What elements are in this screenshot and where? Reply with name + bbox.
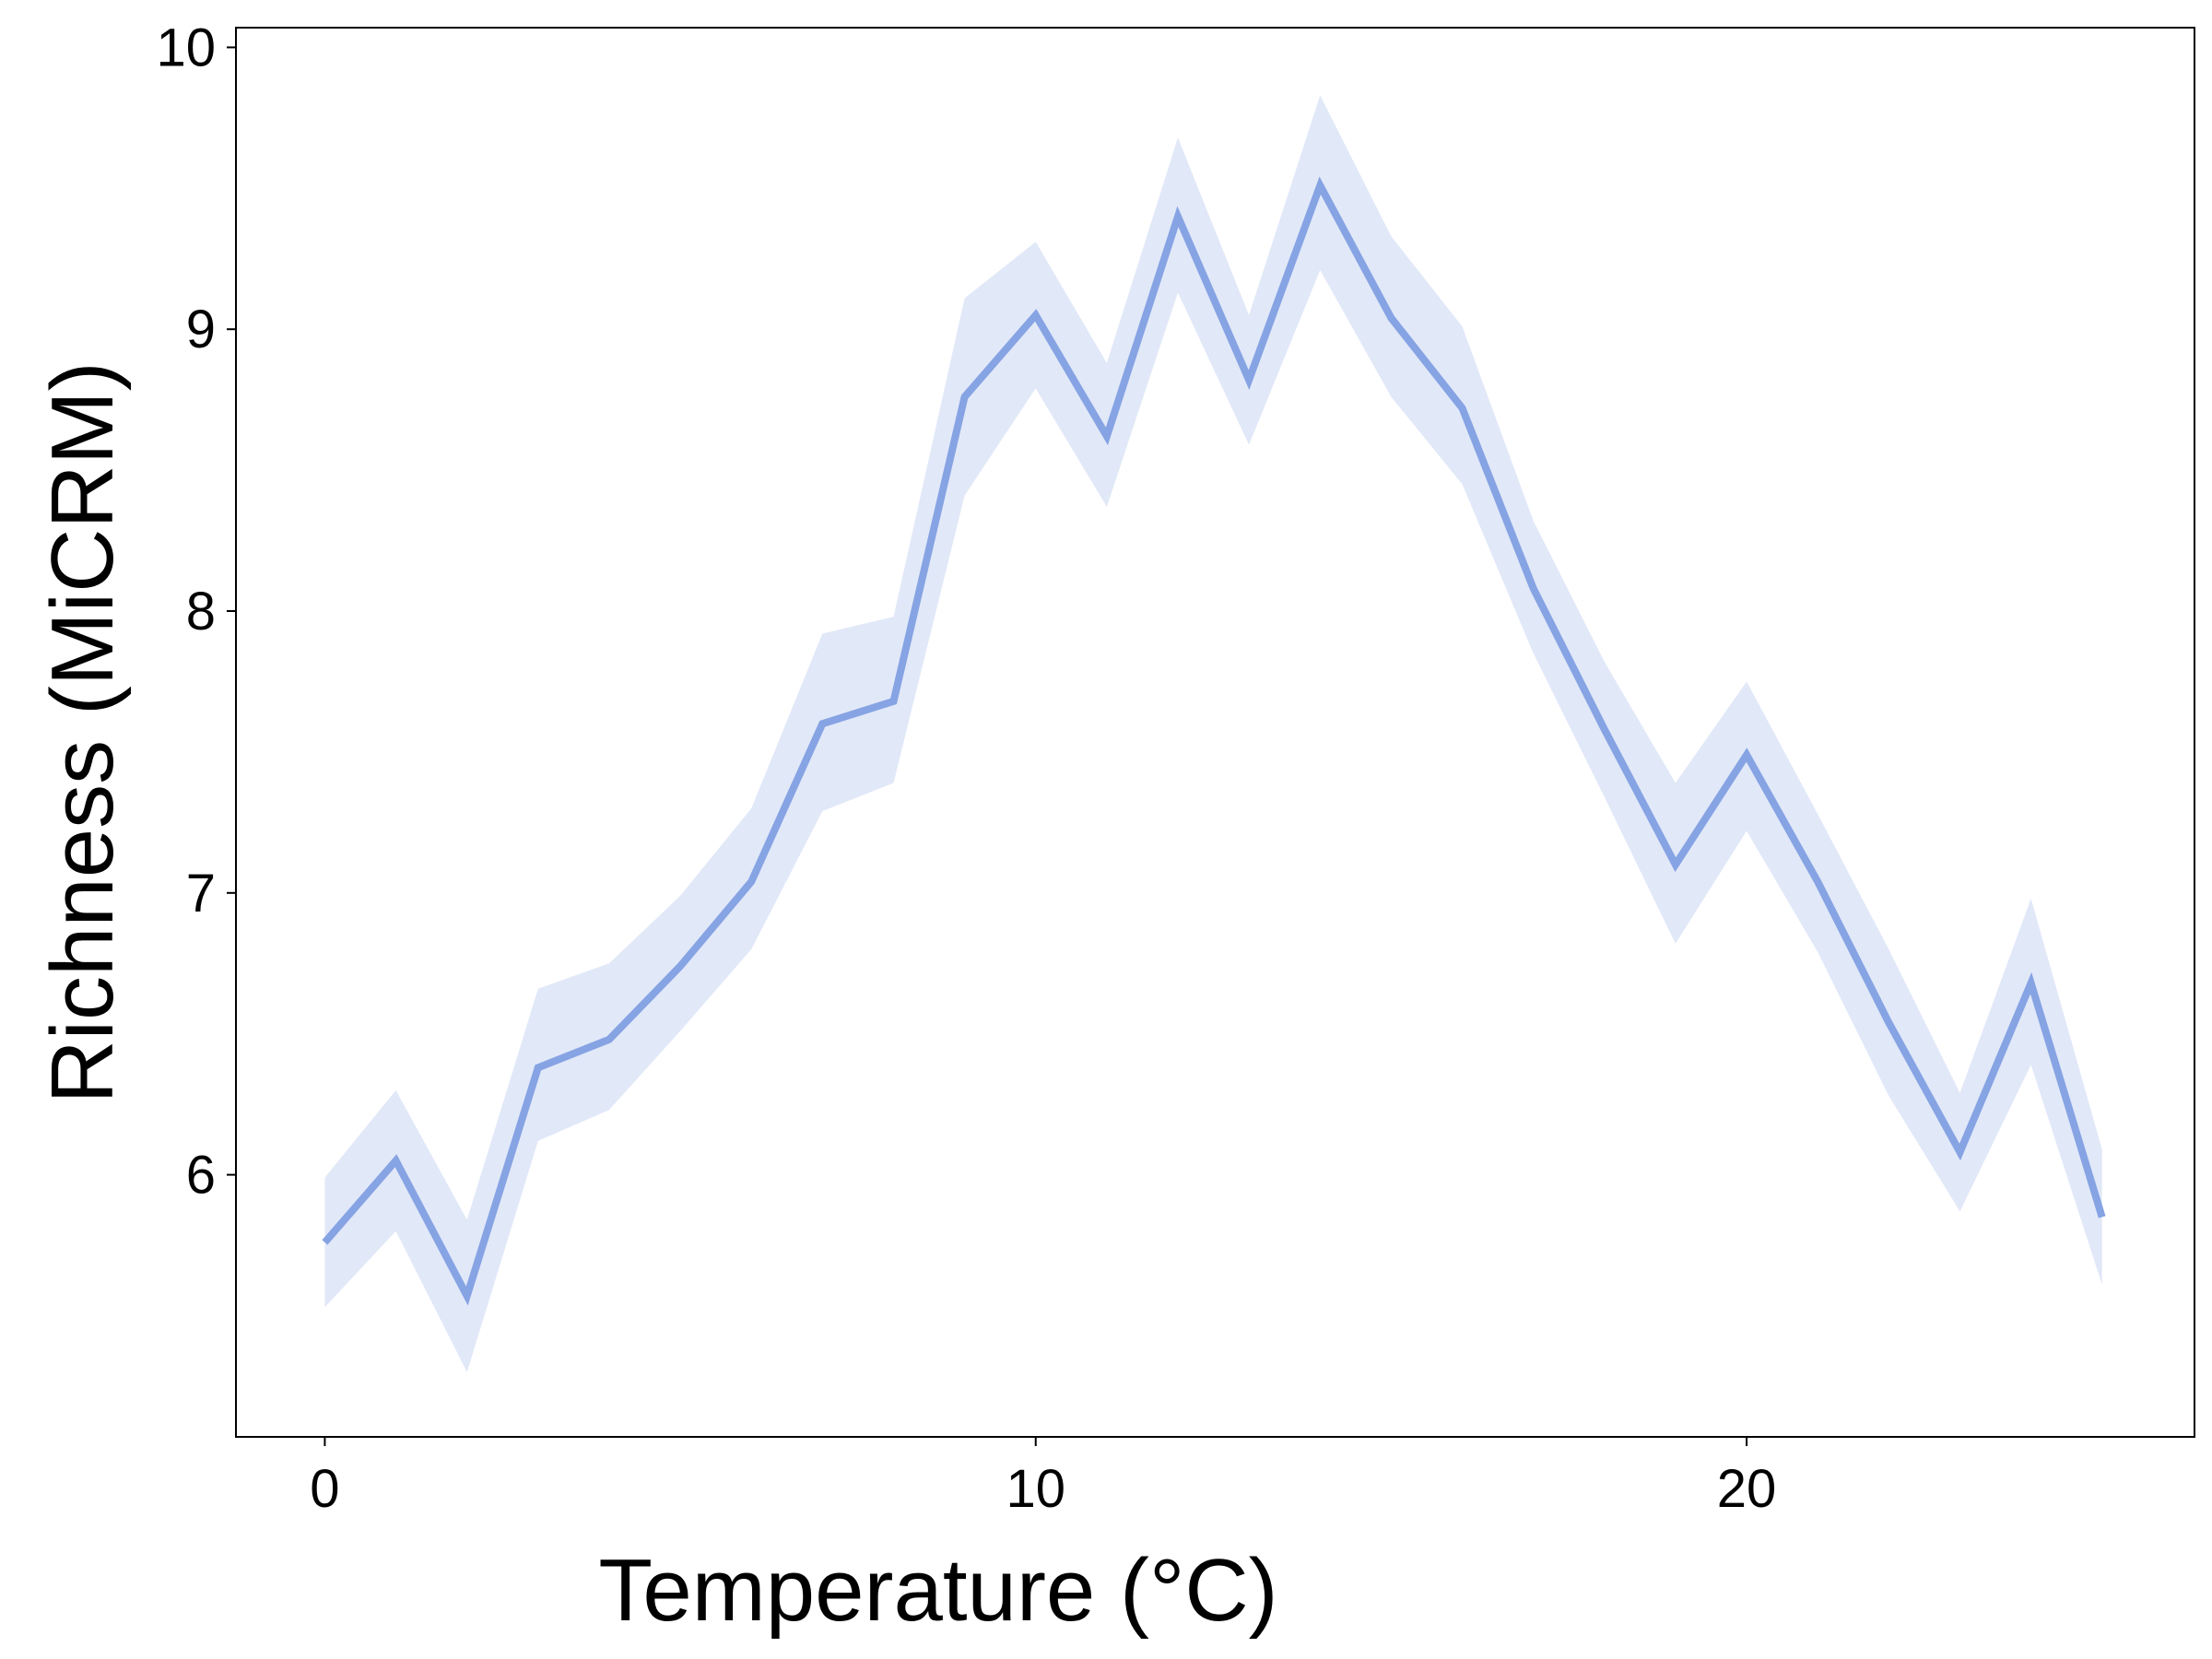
- data-point: [1601, 725, 1608, 733]
- x-tick-label: 10: [1006, 1459, 1065, 1519]
- data-point: [1174, 213, 1182, 220]
- data-point: [2028, 980, 2035, 987]
- y-axis-ticks: 6 7 8 9 10: [156, 18, 236, 1206]
- data-point: [1387, 314, 1394, 322]
- data-point: [1245, 376, 1253, 383]
- y-tick-label: 9: [186, 300, 216, 359]
- series-line-layer: [321, 176, 2106, 1306]
- data-point: [1316, 182, 1324, 189]
- data-point: [1957, 1148, 1964, 1156]
- x-axis-label: Temperature (°C): [598, 1541, 1277, 1640]
- y-axis-label: Richness (MiCRM): [33, 361, 132, 1103]
- data-point: [535, 1064, 542, 1071]
- data-point: [2099, 1214, 2106, 1221]
- confidence-band: [324, 95, 2102, 1372]
- data-point: [1459, 405, 1466, 412]
- data-point: [818, 720, 826, 727]
- plot-frame: [235, 27, 2195, 1438]
- confidence-band-layer: [324, 95, 2102, 1372]
- x-tick-label: 20: [1717, 1459, 1777, 1519]
- series-line: [322, 176, 2106, 1306]
- data-point: [1032, 312, 1040, 319]
- y-tick-label: 7: [186, 864, 216, 924]
- y-tick-label: 8: [186, 582, 216, 641]
- y-tick-label: 10: [156, 18, 216, 77]
- data-point: [606, 1036, 613, 1043]
- data-point: [747, 878, 755, 886]
- data-point: [890, 698, 898, 705]
- y-tick-label: 6: [186, 1146, 216, 1206]
- data-point: [464, 1292, 471, 1300]
- data-point: [1743, 751, 1750, 759]
- data-point: [1530, 585, 1537, 593]
- data-point: [393, 1157, 400, 1164]
- data-point: [321, 1239, 328, 1246]
- data-point: [1103, 432, 1111, 440]
- x-tick-label: 0: [310, 1459, 339, 1519]
- data-point: [1885, 1019, 1892, 1027]
- x-axis-ticks: 0 10 20: [310, 1437, 1776, 1519]
- data-point: [961, 394, 969, 401]
- data-point: [677, 962, 684, 970]
- data-point: [1814, 878, 1821, 886]
- data-point: [1672, 861, 1679, 868]
